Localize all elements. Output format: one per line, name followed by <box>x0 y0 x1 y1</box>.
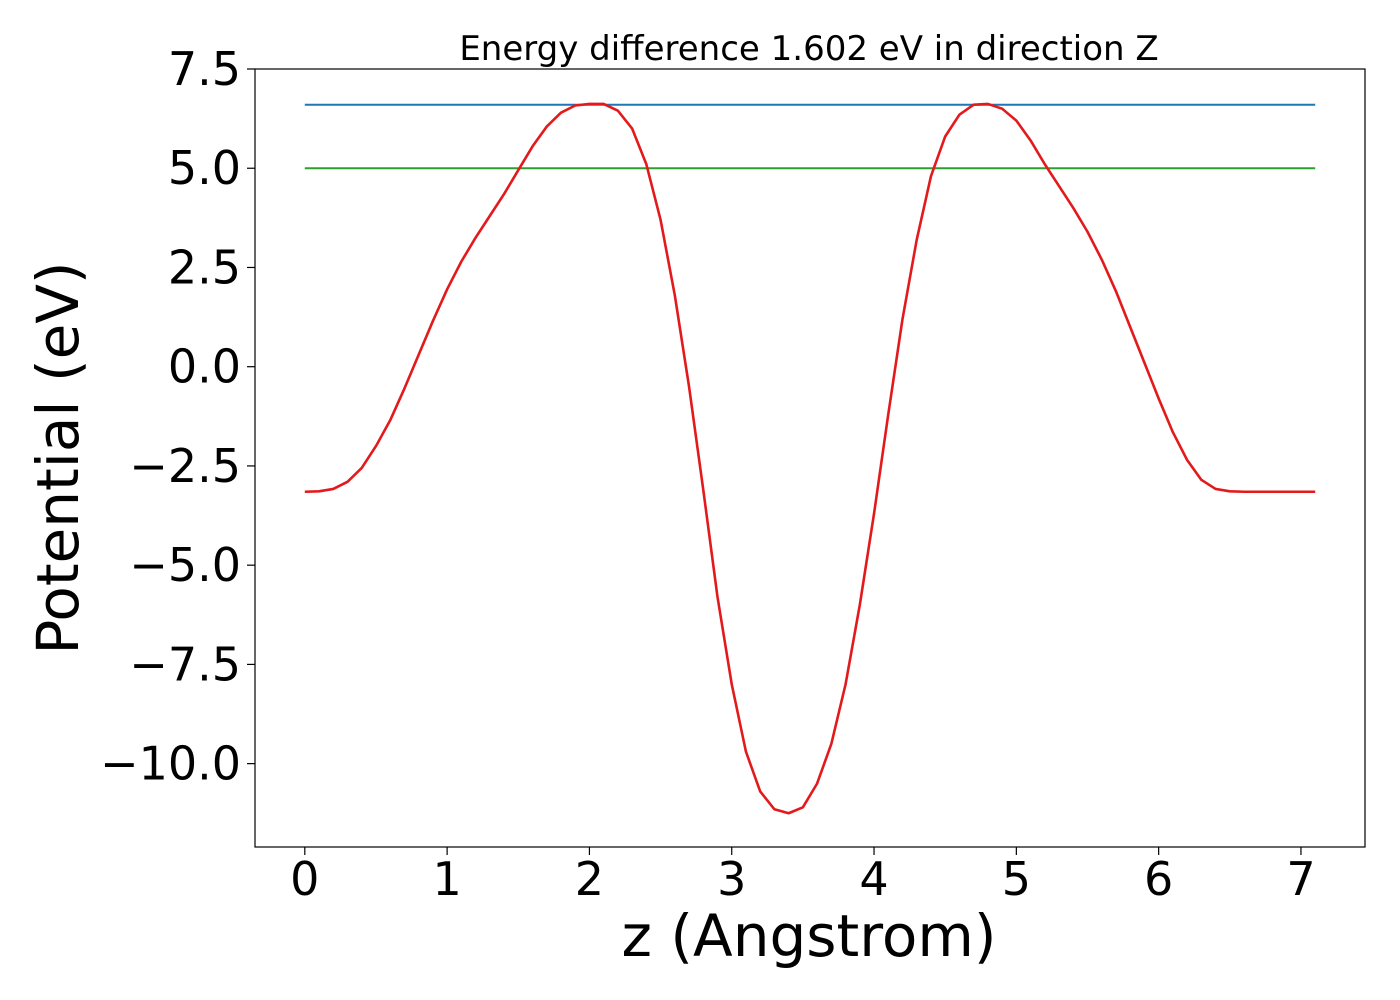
y-axis-title: Potential (eV) <box>24 261 92 654</box>
series-layer <box>304 102 1316 815</box>
series-line-3 <box>304 102 1316 815</box>
x-axis-ticks: 0 1 2 3 4 5 6 7 <box>290 847 1316 906</box>
x-tick-label: 2 <box>575 852 604 906</box>
x-tick-label: 5 <box>1002 852 1031 906</box>
y-axis-ticks: 7.5 5.0 2.5 0.0 −2.5 −5.0 −7.5 −10.0 <box>100 42 255 791</box>
y-tick-label: −7.5 <box>129 637 241 691</box>
x-tick-label: 3 <box>717 852 746 906</box>
y-tick-label: −2.5 <box>129 439 241 493</box>
x-tick-label: 6 <box>1144 852 1173 906</box>
x-tick-label: 4 <box>859 852 888 906</box>
x-tick-label: 7 <box>1286 852 1315 906</box>
chart-title: Energy difference 1.602 eV in direction … <box>459 29 1158 69</box>
y-tick-label: 0.0 <box>168 340 241 394</box>
x-tick-label: 1 <box>432 852 461 906</box>
x-tick-label: 0 <box>290 852 319 906</box>
y-tick-label: 7.5 <box>168 42 241 96</box>
y-tick-label: 2.5 <box>168 240 241 294</box>
x-axis-title: z (Angstrom) <box>622 902 997 970</box>
y-tick-label: −5.0 <box>129 538 241 592</box>
y-tick-label: −10.0 <box>100 737 241 791</box>
plot-area-frame <box>254 68 1366 848</box>
y-tick-label: 5.0 <box>168 141 241 195</box>
